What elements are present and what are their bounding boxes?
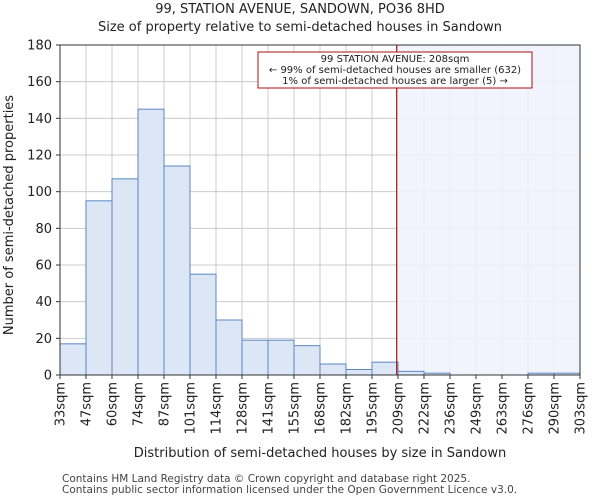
x-tick-label: 128sqm — [236, 382, 251, 435]
bar — [189, 273, 217, 376]
x-tick-label: 209sqm — [392, 382, 407, 435]
y-tick-label: 100 — [27, 185, 52, 200]
bar — [345, 369, 373, 376]
annotation-line-1: 99 STATION AVENUE: 208sqm — [321, 54, 470, 65]
bar — [371, 361, 399, 376]
x-tick-label: 236sqm — [444, 382, 459, 435]
x-tick-label: 182sqm — [340, 382, 355, 435]
bar — [397, 370, 425, 376]
x-tick-label: 263sqm — [496, 382, 511, 435]
annotation-box: 99 STATION AVENUE: 208sqm ← 99% of semi-… — [257, 51, 533, 89]
x-tick-label: 60sqm — [106, 382, 121, 426]
y-tick-label: 140 — [27, 112, 52, 127]
x-tick-label: 303sqm — [574, 382, 589, 435]
x-axis-ticks: 33sqm 47sqm 60sqm 74sqm 87sqm 101sqm 114sqm 128… — [54, 375, 589, 435]
bar — [111, 178, 139, 376]
plot-frame — [59, 44, 581, 376]
x-tick-label: 222sqm — [418, 382, 433, 435]
annotation-line-2: ← 99% of semi-detached houses are smalle… — [269, 65, 521, 76]
x-tick-label: 47sqm — [80, 382, 95, 426]
bar — [293, 345, 321, 376]
y-tick-label: 60 — [35, 259, 52, 274]
bar — [215, 319, 243, 376]
bar — [319, 363, 347, 376]
y-tick-label: 40 — [35, 295, 52, 310]
y-tick-label: 20 — [35, 332, 52, 347]
y-tick-label: 180 — [27, 39, 52, 54]
annotation-line-3: 1% of semi-detached houses are larger (5… — [282, 76, 508, 87]
y-tick-label: 120 — [27, 149, 52, 164]
x-tick-label: 249sqm — [470, 382, 485, 435]
x-tick-label: 74sqm — [132, 382, 147, 426]
larger-region-shading — [396, 45, 580, 375]
annotation-frame — [257, 51, 533, 89]
bar — [163, 165, 191, 376]
x-tick-label: 87sqm — [158, 382, 173, 426]
bar — [267, 339, 295, 376]
bar — [85, 200, 113, 376]
x-tick-label: 155sqm — [288, 382, 303, 435]
bars — [59, 108, 581, 376]
x-tick-label: 101sqm — [184, 382, 199, 435]
bar — [59, 343, 87, 376]
footer-line-2: Contains public sector information licen… — [62, 484, 518, 496]
y-axis-label: Number of semi-detached properties — [2, 95, 17, 335]
x-tick-label: 276sqm — [522, 382, 537, 435]
y-tick-label: 160 — [27, 75, 52, 90]
y-tick-label: 80 — [35, 222, 52, 237]
bar — [137, 108, 165, 376]
footer-line-1: Contains HM Land Registry data © Crown c… — [62, 473, 471, 485]
bar — [241, 339, 269, 376]
y-axis-ticks: 0 20 40 60 80 100 120 140 160 180 — [27, 39, 60, 384]
x-tick-label: 33sqm — [54, 382, 69, 426]
chart-title: 99, STATION AVENUE, SANDOWN, PO36 8HD — [155, 2, 445, 17]
x-tick-label: 195sqm — [366, 382, 381, 435]
x-axis-label: Distribution of semi-detached houses by … — [134, 446, 507, 461]
x-tick-label: 168sqm — [314, 382, 329, 435]
x-tick-label: 290sqm — [548, 382, 563, 435]
chart-subtitle: Size of property relative to semi-detach… — [97, 20, 503, 35]
x-tick-label: 114sqm — [210, 382, 225, 435]
x-tick-label: 141sqm — [262, 382, 277, 435]
y-tick-label: 0 — [44, 369, 52, 384]
